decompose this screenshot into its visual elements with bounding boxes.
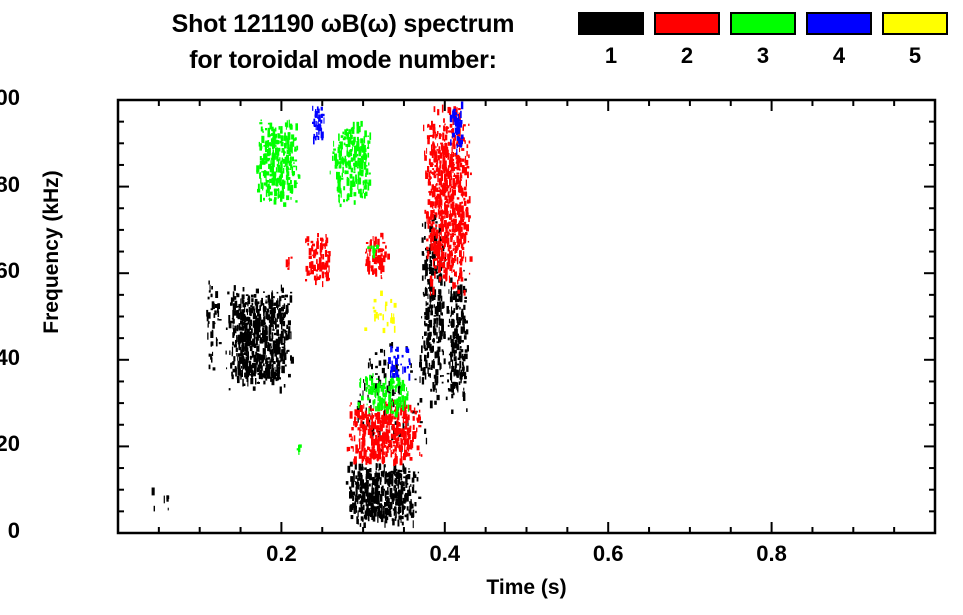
x-tick-label: 0.2 [266, 541, 297, 566]
x-tick-label: 0.6 [592, 541, 624, 566]
x-tick-label: 0.4 [429, 541, 461, 566]
y-tick-label: 80 [0, 171, 20, 197]
chart-title-line-1: Shot 121190 ωB(ω) spectrum [171, 10, 515, 38]
legend-item-3[interactable]: 3 [730, 12, 796, 68]
y-tick-label: 100 [0, 85, 20, 110]
series-1 [151, 214, 469, 529]
chart-title-line-2: for toroidal mode number: [189, 46, 497, 74]
legend-item-4[interactable]: 4 [806, 12, 872, 68]
legend-swatch-1 [578, 12, 644, 35]
series-5 [364, 290, 397, 334]
series-4 [312, 101, 464, 381]
chart-title: Shot 121190 ωB(ω) spectrum for toroidal … [108, 6, 578, 78]
legend: 1 2 3 4 5 [578, 12, 950, 84]
y-axis-label: Frequency (kHz) [40, 170, 63, 334]
series-2 [285, 104, 473, 466]
x-tick-label: 0.8 [756, 541, 787, 566]
plot-data-layer [151, 101, 473, 529]
legend-swatch-4 [806, 12, 872, 35]
legend-label-3: 3 [756, 43, 770, 68]
y-tick-label: 0 [7, 518, 20, 543]
y-tick-label: 60 [0, 258, 20, 284]
legend-item-2[interactable]: 2 [654, 12, 720, 68]
legend-label-4: 4 [832, 43, 846, 68]
legend-item-5[interactable]: 5 [882, 12, 948, 68]
y-tick-label: 20 [0, 431, 20, 457]
legend-label-5: 5 [908, 43, 922, 68]
plot-frame [116, 98, 937, 535]
legend-swatch-2 [654, 12, 720, 35]
legend-swatch-3 [730, 12, 796, 35]
series-3 [256, 119, 410, 455]
x-axis-label: Time (s) [486, 576, 567, 599]
legend-label-2: 2 [680, 43, 694, 68]
legend-item-1[interactable]: 1 [578, 12, 644, 68]
legend-label-1: 1 [604, 43, 618, 68]
y-tick-label: 40 [0, 344, 20, 370]
legend-swatch-5 [882, 12, 948, 35]
